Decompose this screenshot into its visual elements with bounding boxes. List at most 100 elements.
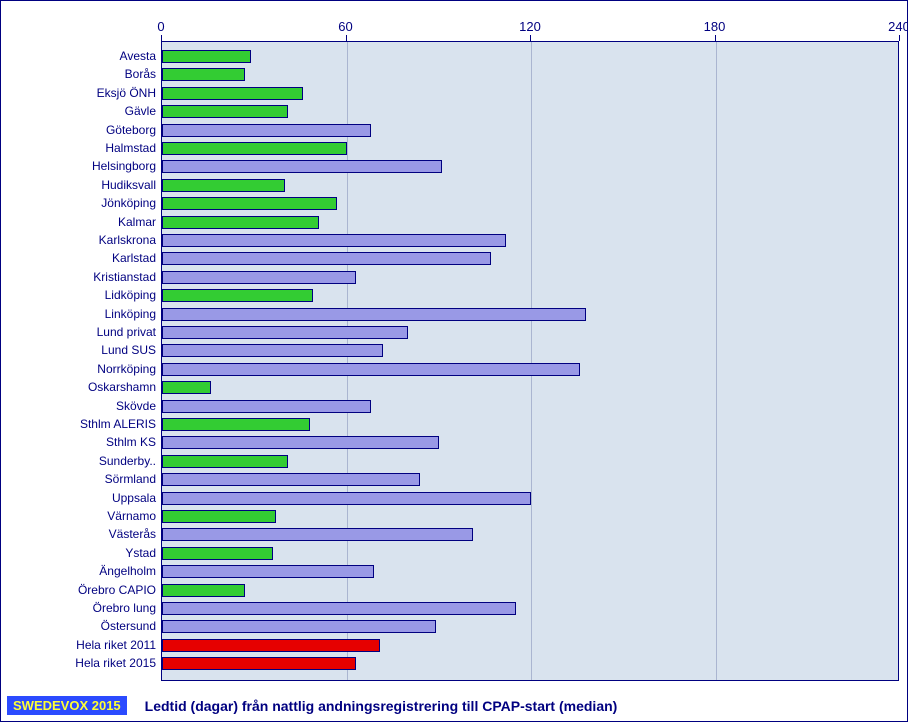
bar [162,455,288,468]
bar-row: Borås [162,68,245,81]
bar [162,179,285,192]
category-label: Norrköping [97,363,156,376]
bar [162,197,337,210]
bar [162,326,408,339]
category-label: Örebro lung [93,602,156,615]
category-label: Kristianstad [93,271,156,284]
category-label: Hela riket 2015 [75,657,156,670]
bar-row: Sthlm ALERIS [162,418,310,431]
bar-row: Uppsala [162,492,531,505]
bar-row: Lidköping [162,289,313,302]
bar-row: Linköping [162,308,586,321]
x-tick-label: 120 [519,19,541,34]
gridline [716,42,717,680]
bar [162,363,580,376]
bar [162,584,245,597]
bar [162,271,356,284]
x-tick-mark [161,35,162,41]
bar-row: Hudiksvall [162,179,285,192]
category-label: Avesta [120,50,156,63]
category-label: Halmstad [105,142,156,155]
chart-footer: SWEDEVOX 2015 Ledtid (dagar) från nattli… [7,696,901,715]
category-label: Borås [125,68,156,81]
bar-row: Helsingborg [162,160,442,173]
bar-row: Värnamo [162,510,276,523]
bar [162,400,371,413]
bar [162,620,436,633]
bar [162,124,371,137]
bar [162,565,374,578]
bar [162,160,442,173]
category-label: Eksjö ÖNH [97,87,156,100]
bar-row: Eksjö ÖNH [162,87,303,100]
x-tick-mark [530,35,531,41]
bar-row: Oskarshamn [162,381,211,394]
bar [162,492,531,505]
bar-row: Halmstad [162,142,347,155]
bar-row: Göteborg [162,124,371,137]
category-label: Värnamo [107,510,156,523]
bar-row: Karlskrona [162,234,506,247]
category-label: Karlstad [112,252,156,265]
category-label: Ystad [125,547,156,560]
category-label: Lund privat [97,326,156,339]
category-label: Sthlm KS [106,436,156,449]
x-tick-label: 60 [338,19,352,34]
category-label: Göteborg [106,124,156,137]
bar-row: Skövde [162,400,371,413]
x-tick-label: 240 [888,19,908,34]
bar [162,436,439,449]
bar [162,142,347,155]
bar [162,308,586,321]
chart-container: Avesta Borås Eksjö ÖNH Gävle Göteborg Halmsta… [0,0,908,722]
bar-row: Sunderby.. [162,455,288,468]
plot-area: AvestaBoråsEksjö ÖNHGävleGöteborgHalmsta… [161,41,899,681]
gridline [347,42,348,680]
bar [162,381,211,394]
bar-row: Hela riket 2015 [162,657,356,670]
category-label: Jönköping [101,197,156,210]
category-label: Oskarshamn [88,381,156,394]
bar [162,528,473,541]
bar-row: Gävle [162,105,288,118]
category-label: Karlskrona [99,234,156,247]
bar-row: Kalmar [162,216,319,229]
category-label: Hela riket 2011 [76,639,156,652]
x-tick-mark [346,35,347,41]
x-tick-label: 180 [704,19,726,34]
category-label: Örebro CAPIO [78,584,156,597]
category-label: Västerås [109,528,156,541]
bar-row: Hela riket 2011 [162,639,380,652]
category-label: Gävle [125,105,156,118]
bar [162,87,303,100]
bar-row: Norrköping [162,363,580,376]
bar [162,68,245,81]
bar-row: Sthlm KS [162,436,439,449]
category-label: Uppsala [112,492,156,505]
bar [162,216,319,229]
bar-row: Örebro CAPIO [162,584,245,597]
category-label: Kalmar [118,216,156,229]
bar-row: Lund SUS [162,344,383,357]
bar-row: Örebro lung [162,602,516,615]
bar [162,418,310,431]
category-label: Sörmland [105,473,156,486]
category-label: Lund SUS [101,344,156,357]
category-label: Sthlm ALERIS [80,418,156,431]
category-label: Sunderby.. [99,455,156,468]
category-label: Hudiksvall [101,179,156,192]
category-label: Ängelholm [99,565,156,578]
bar-row: Karlstad [162,252,491,265]
category-label: Lidköping [105,289,156,302]
bar-row: Lund privat [162,326,408,339]
category-label: Helsingborg [92,160,156,173]
bar [162,234,506,247]
bar [162,50,251,63]
bar [162,473,420,486]
gridline [531,42,532,680]
category-label: Östersund [101,620,156,633]
bar-row: Ängelholm [162,565,374,578]
bar [162,547,273,560]
bar [162,657,356,670]
x-tick-mark [715,35,716,41]
